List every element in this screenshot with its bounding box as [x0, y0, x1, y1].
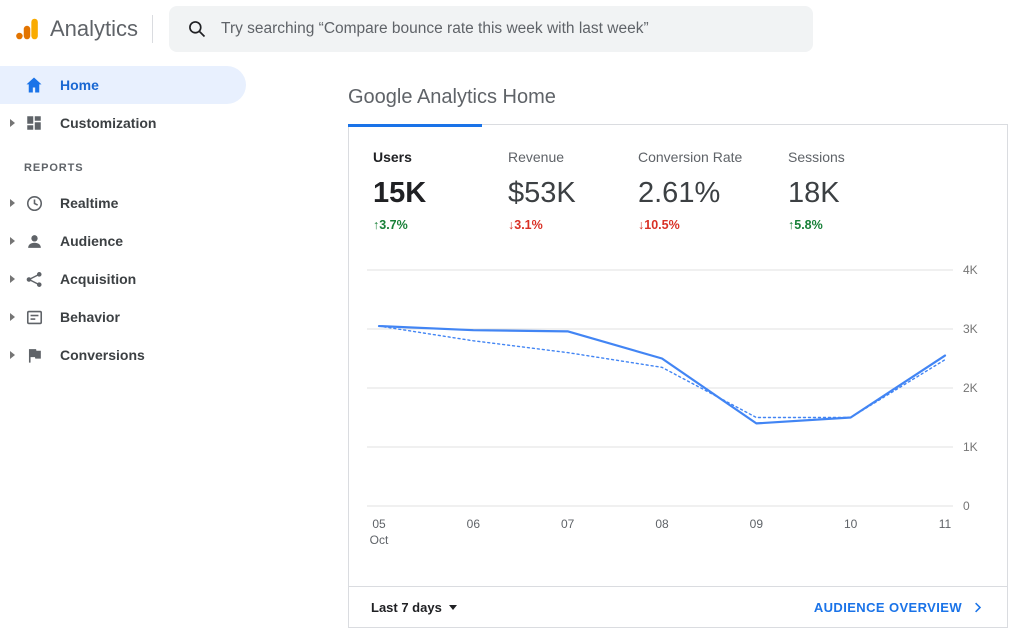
home-icon [24, 75, 44, 95]
card-footer: Last 7 days AUDIENCE OVERVIEW [349, 586, 1007, 627]
metric-label: Revenue [508, 149, 565, 165]
audience-overview-link[interactable]: AUDIENCE OVERVIEW [814, 600, 985, 615]
metric-value: 15K [373, 177, 427, 209]
svg-text:07: 07 [561, 517, 575, 531]
date-range-selector[interactable]: Last 7 days [371, 600, 457, 615]
svg-text:3K: 3K [963, 322, 978, 336]
sidebar-item-behavior[interactable]: Behavior [0, 298, 246, 336]
metric-tab-revenue[interactable]: Revenue $53K ↓3.1% [508, 149, 638, 232]
sidebar-item-label: Customization [60, 115, 157, 131]
app-name: Analytics [50, 16, 139, 41]
metric-delta: ↑3.7% [373, 218, 508, 232]
chevron-right-icon [10, 199, 15, 207]
metric-delta-value: 10.5% [644, 218, 680, 232]
metric-label: Sessions [788, 149, 845, 165]
metric-delta: ↓3.1% [508, 218, 638, 232]
sidebar-item-label: Audience [60, 233, 124, 249]
svg-text:1K: 1K [963, 440, 978, 454]
sidebar-item-conversions[interactable]: Conversions [0, 336, 246, 374]
main-content: Google Analytics Home Users 15K ↑3.7% Re… [348, 58, 1008, 628]
svg-text:11: 11 [939, 517, 952, 531]
analytics-logo-icon [16, 18, 38, 40]
chevron-right-icon [10, 237, 15, 245]
behavior-page-icon [24, 307, 44, 327]
metric-delta-value: 3.1% [514, 218, 543, 232]
svg-text:06: 06 [467, 517, 481, 531]
analytics-logo[interactable]: Analytics [14, 16, 138, 42]
svg-text:Oct: Oct [370, 533, 389, 547]
customization-icon [24, 113, 44, 133]
sidebar-item-acquisition[interactable]: Acquisition [0, 260, 246, 298]
svg-text:4K: 4K [963, 263, 978, 277]
chevron-right-icon [10, 275, 15, 283]
sidebar: Home Customization REPORTS Realtime [0, 58, 246, 374]
sidebar-item-label: Behavior [60, 309, 120, 325]
trend-line-chart: 0 1K 2K 3K 4K 05 06 07 08 09 10 11 Oct [367, 263, 978, 547]
sidebar-item-realtime[interactable]: Realtime [0, 184, 246, 222]
header-divider [152, 15, 154, 43]
realtime-clock-icon [24, 193, 44, 213]
date-range-label: Last 7 days [371, 599, 442, 615]
chevron-right-icon [10, 351, 15, 359]
chevron-right-icon [10, 119, 15, 127]
chevron-right-icon [975, 602, 982, 612]
metric-tab-users[interactable]: Users 15K ↑3.7% [373, 149, 508, 232]
acquisition-network-icon [24, 269, 44, 289]
sidebar-item-customization[interactable]: Customization [0, 104, 246, 142]
down-arrow-icon: ↓ [508, 218, 515, 232]
search-icon [189, 21, 206, 38]
metric-label: Users [373, 149, 412, 165]
reports-section-label: REPORTS [24, 162, 84, 174]
top-bar: Analytics [0, 0, 1024, 58]
svg-text:0: 0 [963, 499, 970, 513]
metrics-row: Users 15K ↑3.7% Revenue $53K ↓3.1% Conve… [349, 125, 1007, 232]
search-bar[interactable] [169, 6, 814, 52]
metric-value: 18K [788, 177, 840, 209]
metric-tab-sessions[interactable]: Sessions 18K ↑5.8% [788, 149, 845, 232]
metric-delta-value: 3.7% [379, 218, 408, 232]
metric-delta: ↑5.8% [788, 218, 845, 232]
metric-value: 2.61% [638, 177, 721, 209]
metric-delta-value: 5.8% [794, 218, 823, 232]
home-overview-card: Users 15K ↑3.7% Revenue $53K ↓3.1% Conve… [348, 124, 1008, 628]
sidebar-item-audience[interactable]: Audience [0, 222, 246, 260]
audience-person-icon [24, 231, 44, 251]
conversions-flag-icon [24, 345, 44, 365]
up-arrow-icon: ↑ [788, 218, 795, 232]
svg-text:10: 10 [844, 517, 858, 531]
chevron-right-icon [10, 313, 15, 321]
metric-label: Conversion Rate [638, 149, 743, 165]
sidebar-item-label: Home [60, 77, 99, 93]
sidebar-item-label: Conversions [60, 347, 145, 363]
svg-text:05: 05 [372, 517, 386, 531]
sidebar-item-label: Acquisition [60, 271, 137, 287]
metric-delta: ↓10.5% [638, 218, 788, 232]
caret-down-icon [448, 604, 457, 610]
up-arrow-icon: ↑ [373, 218, 380, 232]
trend-chart-area: 0 1K 2K 3K 4K 05 06 07 08 09 10 11 Oct [349, 232, 1007, 586]
metric-tab-conversion-rate[interactable]: Conversion Rate 2.61% ↓10.5% [638, 149, 788, 232]
page-title: Google Analytics Home [348, 86, 556, 108]
svg-text:09: 09 [750, 517, 764, 531]
svg-text:08: 08 [655, 517, 669, 531]
sidebar-item-label: Realtime [60, 195, 119, 211]
svg-text:2K: 2K [963, 381, 978, 395]
metric-value: $53K [508, 177, 576, 209]
active-tab-indicator [348, 124, 482, 127]
audience-overview-label: AUDIENCE OVERVIEW [813, 599, 962, 615]
search-input[interactable] [221, 20, 796, 38]
sidebar-item-home[interactable]: Home [0, 66, 246, 104]
down-arrow-icon: ↓ [638, 218, 645, 232]
